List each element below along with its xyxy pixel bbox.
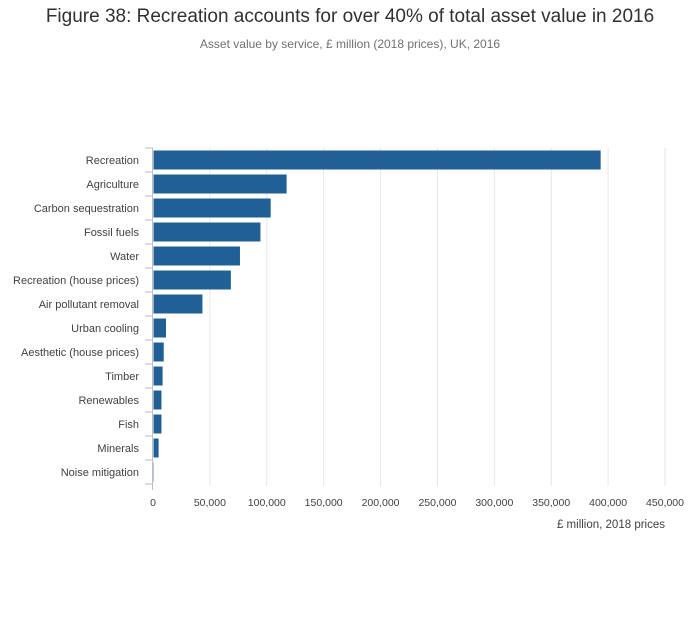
x-tick-label: 250,000 bbox=[418, 497, 456, 509]
x-tick-label: 100,000 bbox=[248, 497, 286, 509]
category-label: Air pollutant removal bbox=[39, 299, 139, 311]
bar bbox=[153, 438, 159, 458]
x-axis-title: £ million, 2018 prices bbox=[557, 519, 665, 531]
x-tick-label: 450,000 bbox=[646, 497, 684, 509]
x-tick-label: 50,000 bbox=[194, 497, 226, 509]
category-label: Noise mitigation bbox=[61, 467, 139, 479]
bar bbox=[153, 366, 163, 386]
bar bbox=[153, 198, 271, 218]
bar bbox=[153, 414, 162, 434]
category-label: Agriculture bbox=[86, 179, 139, 191]
category-label: Urban cooling bbox=[71, 323, 139, 335]
category-label: Minerals bbox=[97, 443, 139, 455]
bar bbox=[153, 294, 203, 314]
bar bbox=[153, 318, 167, 338]
chart-subtitle: Asset value by service, £ million (2018 … bbox=[199, 37, 501, 51]
bar bbox=[153, 270, 231, 290]
x-tick-label: 400,000 bbox=[589, 497, 627, 509]
category-label: Recreation bbox=[86, 155, 139, 167]
category-label: Timber bbox=[105, 371, 139, 383]
bar bbox=[153, 150, 601, 170]
bar bbox=[153, 222, 261, 242]
x-tick-label: 350,000 bbox=[532, 497, 570, 509]
bar bbox=[153, 174, 287, 194]
category-label: Water bbox=[110, 251, 139, 263]
chart-title: Figure 38: Recreation accounts for over … bbox=[45, 6, 655, 27]
category-label: Carbon sequestration bbox=[34, 203, 139, 215]
x-tick-label: 150,000 bbox=[305, 497, 343, 509]
bar bbox=[153, 246, 240, 266]
x-tick-label: 0 bbox=[150, 497, 156, 509]
category-label: Fossil fuels bbox=[84, 227, 140, 239]
x-tick-label: 200,000 bbox=[362, 497, 400, 509]
bar bbox=[153, 342, 164, 362]
x-tick-label: 300,000 bbox=[475, 497, 513, 509]
bar bbox=[153, 390, 162, 410]
category-label: Recreation (house prices) bbox=[13, 275, 139, 287]
category-label: Aesthetic (house prices) bbox=[21, 347, 139, 359]
category-label: Renewables bbox=[78, 395, 139, 407]
category-label: Fish bbox=[118, 419, 139, 431]
